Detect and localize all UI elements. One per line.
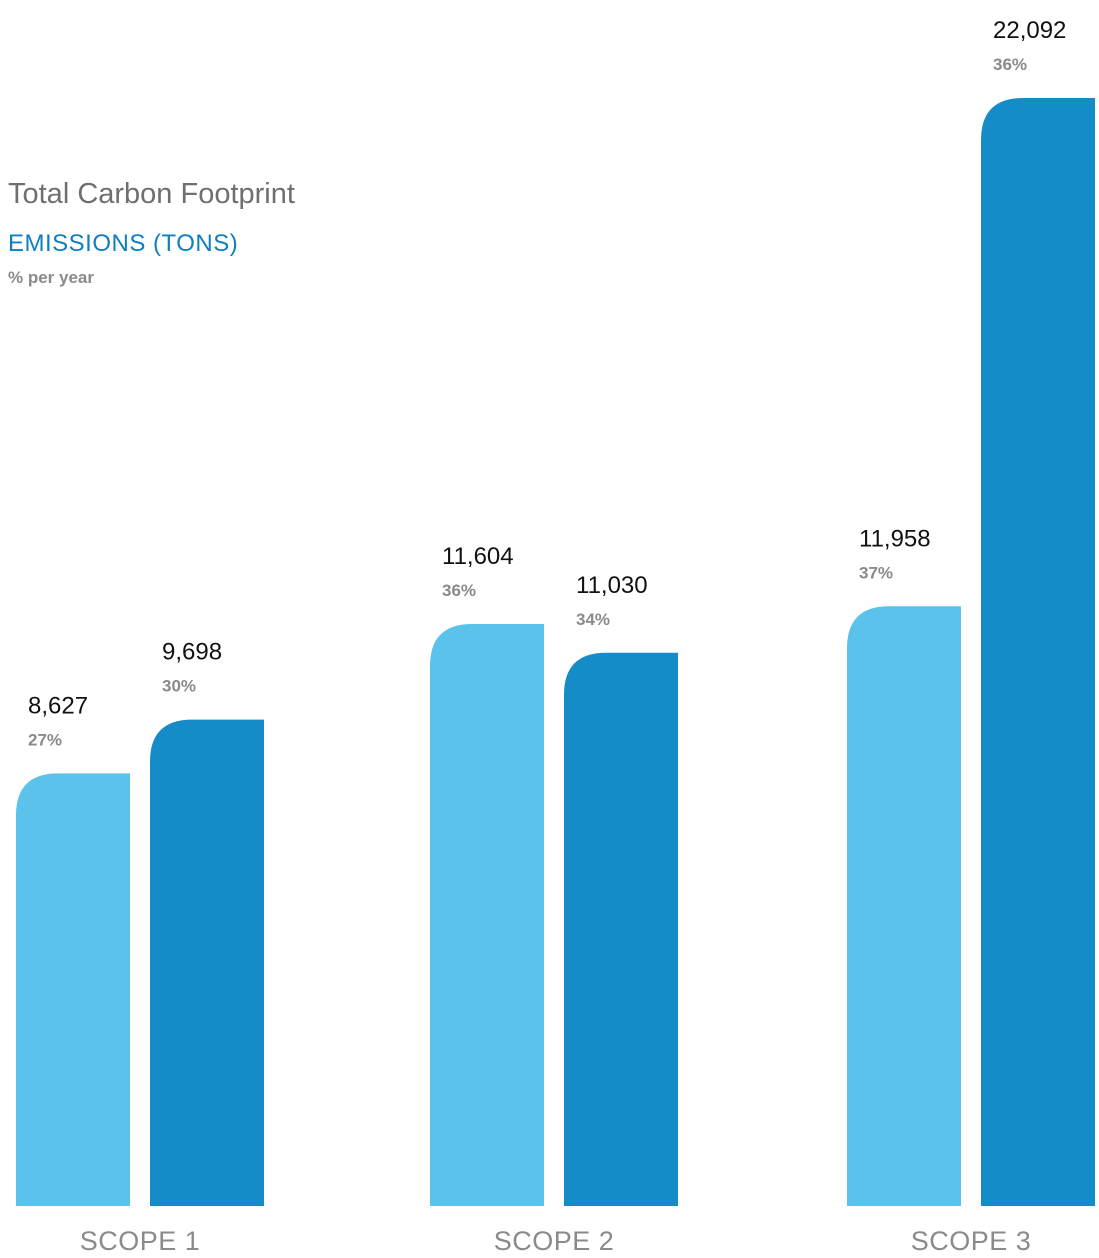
- chart-subtitle: EMISSIONS (TONS): [8, 230, 239, 257]
- value-label-1-2: 9,698: [162, 639, 222, 666]
- value-label-2-1: 11,604: [442, 543, 514, 570]
- bar-2-2: [564, 652, 678, 1206]
- bar-3-2: [981, 98, 1095, 1206]
- category-label-1: SCOPE 1: [80, 1226, 201, 1256]
- value-label-3-1: 11,958: [859, 525, 931, 552]
- category-label-2: SCOPE 2: [494, 1226, 615, 1256]
- bar-2-1: [430, 624, 544, 1206]
- percent-label-2-2: 34%: [576, 610, 610, 629]
- chart-title: Total Carbon Footprint: [8, 178, 295, 210]
- value-label-3-2: 22,092: [993, 17, 1066, 44]
- value-label-2-2: 11,030: [576, 572, 648, 599]
- chart-note: % per year: [8, 268, 94, 287]
- percent-label-3-1: 37%: [859, 563, 893, 582]
- percent-label-1-1: 27%: [28, 730, 62, 749]
- bar-1-2: [150, 719, 264, 1206]
- percent-label-2-1: 36%: [442, 581, 476, 600]
- bar-3-1: [847, 606, 961, 1206]
- value-label-1-1: 8,627: [28, 692, 88, 719]
- bar-1-1: [16, 773, 130, 1206]
- percent-label-3-2: 36%: [993, 55, 1027, 74]
- category-label-3: SCOPE 3: [911, 1226, 1032, 1256]
- percent-label-1-2: 30%: [162, 677, 196, 696]
